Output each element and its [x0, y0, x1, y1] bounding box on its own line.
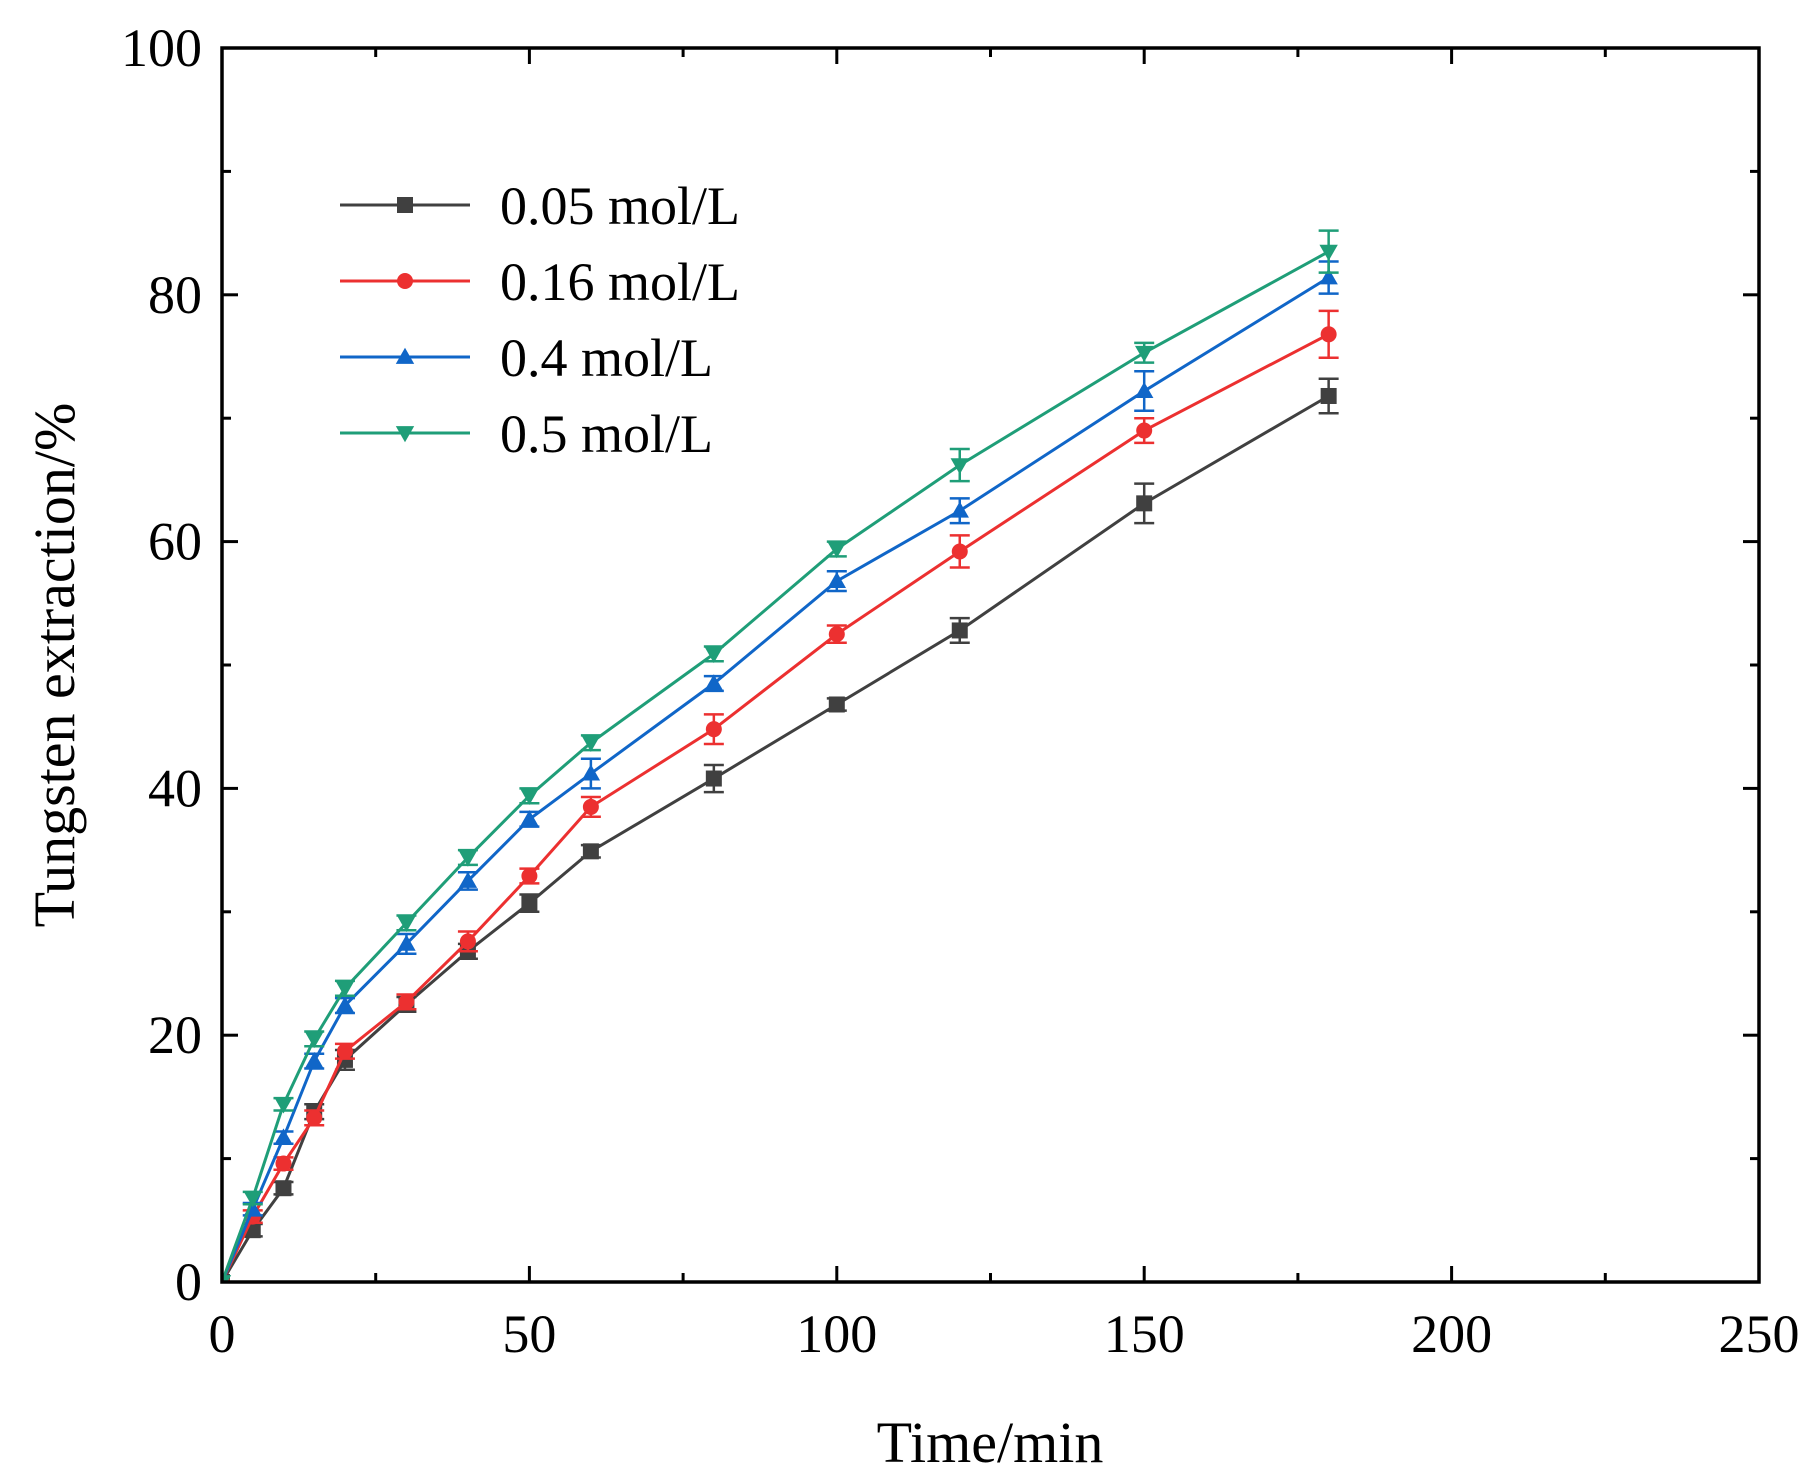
x-tick-label: 0 [209, 1304, 236, 1364]
data-point [243, 1191, 262, 1208]
legend-item: 0.5 mol/L [340, 404, 713, 464]
data-point [521, 895, 538, 912]
series-layer [222, 229, 1339, 1282]
legend-label: 0.16 mol/L [500, 252, 740, 312]
data-point [950, 501, 969, 518]
plot-area-frame [220, 46, 1761, 1284]
x-tick-label: 200 [1411, 1304, 1492, 1364]
data-point [275, 1155, 292, 1172]
legend-item: 0.4 mol/L [340, 328, 713, 388]
legend-label: 0.5 mol/L [500, 404, 713, 464]
series-4 [222, 229, 1339, 1282]
data-point [1135, 345, 1154, 362]
data-point [582, 798, 599, 815]
data-point [305, 1051, 324, 1069]
data-point [458, 850, 478, 867]
data-point [1320, 387, 1337, 404]
series-line [222, 394, 1330, 1282]
data-point [827, 571, 846, 588]
y-tick-label: 40 [148, 758, 202, 818]
legend-marker [397, 273, 413, 289]
data-point [397, 916, 416, 933]
legend-label: 0.4 mol/L [500, 328, 713, 388]
legend-item: 0.05 mol/L [340, 176, 740, 236]
data-point [704, 674, 724, 691]
data-point [1136, 422, 1153, 439]
data-point [305, 1032, 324, 1049]
data-point [1320, 326, 1337, 343]
data-point [306, 1109, 323, 1126]
y-tick-label: 20 [148, 1005, 202, 1065]
data-point [398, 993, 415, 1010]
legend-marker [397, 197, 413, 213]
legend-item: 0.16 mol/L [340, 252, 740, 312]
legend-marker [395, 426, 415, 443]
data-point [1319, 244, 1338, 261]
legend-label: 0.05 mol/L [500, 176, 740, 236]
series-line [222, 250, 1330, 1282]
data-point [582, 843, 599, 860]
data-point [828, 696, 845, 713]
data-point [581, 735, 601, 752]
data-point [520, 810, 539, 827]
data-point [705, 721, 722, 738]
x-axis-title: Time/min [877, 1410, 1104, 1475]
y-tick-label: 100 [121, 18, 202, 78]
x-tick-label: 50 [502, 1304, 556, 1364]
data-point [828, 626, 845, 643]
data-point [274, 1097, 293, 1114]
data-point [951, 543, 968, 560]
axes-layer: 0 50 100 150 200 250 0 20 40 60 80 100 [121, 18, 1800, 1364]
data-point [459, 933, 476, 950]
data-point [705, 770, 722, 787]
series-line [222, 332, 1330, 1282]
data-point [1135, 381, 1154, 398]
y-tick-label: 60 [148, 512, 202, 572]
legend: 0.05 mol/L 0.16 mol/L 0.4 mol/L 0.5 mol/L [340, 176, 740, 464]
data-point [336, 1043, 353, 1060]
legend-marker [395, 347, 415, 364]
series-2 [222, 309, 1339, 1282]
data-point [950, 458, 969, 475]
data-point [521, 868, 538, 885]
y-axis-title: Tungsten extraction/% [22, 403, 87, 928]
y-tick-label: 80 [148, 265, 202, 325]
data-point [1136, 495, 1153, 512]
series-line [222, 276, 1330, 1282]
data-point [458, 871, 478, 888]
series-1 [222, 377, 1339, 1282]
x-tick-label: 100 [796, 1304, 877, 1364]
data-point [520, 788, 539, 806]
x-tick-label: 250 [1719, 1304, 1800, 1364]
x-tick-label: 150 [1104, 1304, 1185, 1364]
y-tick-label: 0 [175, 1252, 202, 1312]
data-point [274, 1128, 293, 1145]
data-point [951, 622, 968, 639]
data-point [335, 981, 355, 998]
series-3 [222, 260, 1339, 1282]
data-point [704, 646, 724, 664]
data-point [397, 934, 416, 951]
data-point [581, 764, 601, 781]
data-point [1319, 268, 1338, 285]
data-point [827, 542, 846, 559]
data-point [275, 1180, 292, 1197]
data-point [335, 996, 355, 1013]
